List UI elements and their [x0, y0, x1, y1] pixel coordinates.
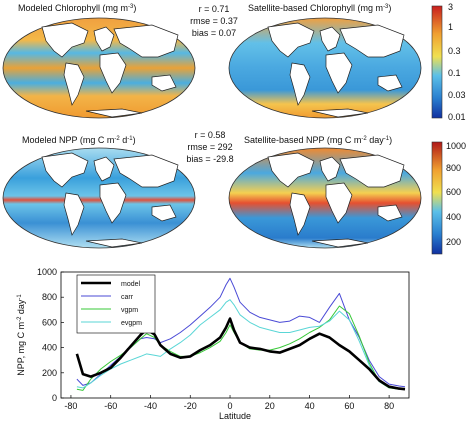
y-tick-label: 1000 — [37, 267, 57, 277]
chl-rmse-stat: rmse = 0.37 — [190, 16, 238, 26]
continents — [41, 22, 179, 118]
chl-tick-label: 1 — [448, 22, 453, 32]
x-axis-label: Latitude — [219, 411, 251, 421]
chl-colorbar-ticks: 3 1 0.3 0.1 0.03 0.01 — [448, 2, 466, 122]
legend-label-carr: carr — [121, 294, 134, 301]
chl-bias-stat: bias = 0.07 — [192, 28, 236, 38]
npp-colorbar-ticks: 1000 800 600 400 200 — [446, 141, 466, 247]
npp-tick-label: 400 — [446, 212, 461, 222]
legend-label-vgpm: vgpm — [121, 307, 138, 314]
x-tick-label: -40 — [144, 401, 157, 411]
chl-tick-label: 0.03 — [448, 90, 466, 100]
legend-label-model: model — [121, 281, 141, 288]
chl-r-stat: r = 0.71 — [199, 4, 230, 14]
chl-colorbar — [431, 5, 443, 119]
npp-tick-label: 200 — [446, 237, 461, 247]
continents — [267, 22, 405, 118]
npp-tick-label: 1000 — [446, 141, 466, 151]
continents — [267, 152, 405, 248]
x-tick-label: 0 — [228, 401, 233, 411]
npp-colorbar — [431, 141, 443, 255]
chl-model-title: Modeled Chlorophyll (mg m-3) — [18, 3, 136, 13]
series-layer — [75, 277, 406, 391]
x-axis-ticks: -80 -60 -40 -20 0 20 40 60 80 — [64, 395, 394, 411]
npp-model-title: Modeled NPP (mg C m-2 d-1) — [22, 135, 136, 145]
chl-sat-title: Satellite-based Chlorophyll (mg m-3) — [248, 3, 391, 13]
y-tick-label: 800 — [42, 292, 57, 302]
npp-rmse-stat: rmse = 292 — [187, 142, 232, 152]
x-tick-label: -80 — [64, 401, 77, 411]
continents — [41, 152, 179, 248]
series-line-model — [75, 317, 406, 391]
chl-tick-label: 0.1 — [448, 68, 461, 78]
legend: model carr vgpm evgpm — [76, 274, 156, 334]
npp-tick-label: 800 — [446, 163, 461, 173]
npp-r-stat: r = 0.58 — [195, 130, 226, 140]
x-tick-label: -20 — [184, 401, 197, 411]
npp-sat-title: Satellite-based NPP (mg C m-2 day-1) — [244, 135, 392, 145]
x-tick-label: 80 — [384, 401, 394, 411]
y-axis-label: NPP, mg C m-2 day-1 — [16, 294, 26, 376]
x-tick-label: -60 — [104, 401, 117, 411]
chl-tick-label: 0.3 — [448, 46, 461, 56]
y-tick-label: 200 — [42, 368, 57, 378]
chl-tick-label: 3 — [448, 2, 453, 12]
map-npp-model — [2, 147, 196, 249]
npp-latitude-chart: -80 -60 -40 -20 0 20 40 60 80 02004006008001000 … — [16, 267, 410, 421]
map-npp-satellite — [228, 147, 422, 249]
x-tick-label: 20 — [265, 401, 275, 411]
npp-tick-label: 600 — [446, 187, 461, 197]
legend-label-evgpm: evgpm — [121, 320, 142, 327]
legend-box — [76, 274, 156, 334]
y-tick-label: 600 — [42, 317, 57, 327]
npp-bias-stat: bias = -29.8 — [186, 154, 233, 164]
map-chl-model — [2, 17, 196, 119]
y-axis-ticks: 0 200 400 600 800 1000 — [37, 267, 64, 403]
x-tick-label: 40 — [305, 401, 315, 411]
y-tick-label: 400 — [42, 343, 57, 353]
x-tick-label: 60 — [344, 401, 354, 411]
series-line-evgpm — [76, 299, 406, 390]
y-tick-label: 0 — [52, 393, 57, 403]
chl-tick-label: 0.01 — [448, 112, 466, 122]
map-chl-satellite — [228, 17, 422, 119]
